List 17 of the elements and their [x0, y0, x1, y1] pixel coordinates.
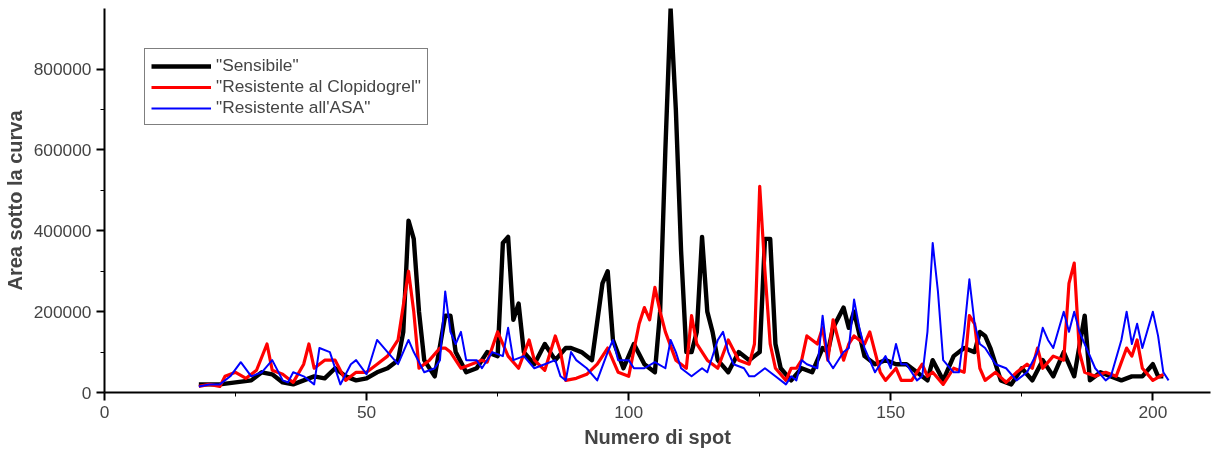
legend-label: "Resistente all'ASA": [216, 97, 371, 118]
legend-label: "Sensibile": [216, 55, 299, 76]
x-tick-label: 50: [356, 401, 377, 422]
y-tick-label: 800000: [33, 59, 92, 80]
y-tick-label: 0: [81, 382, 92, 403]
y-axis-title: Area sotto la curva: [3, 109, 26, 291]
y-tick-label: 600000: [33, 139, 92, 160]
x-tick-label: 0: [99, 401, 110, 422]
x-axis-title: Numero di spot: [584, 425, 732, 448]
x-tick-label: 150: [876, 401, 906, 422]
legend-label: "Resistente al Clopidogrel": [216, 76, 421, 97]
y-tick-label: 200000: [33, 301, 92, 322]
x-tick-label: 200: [1138, 401, 1168, 422]
y-tick-label: 400000: [33, 220, 92, 241]
line-series: [197, 241, 1170, 388]
line-series: [197, 184, 1165, 389]
x-tick-label: 100: [614, 401, 644, 422]
